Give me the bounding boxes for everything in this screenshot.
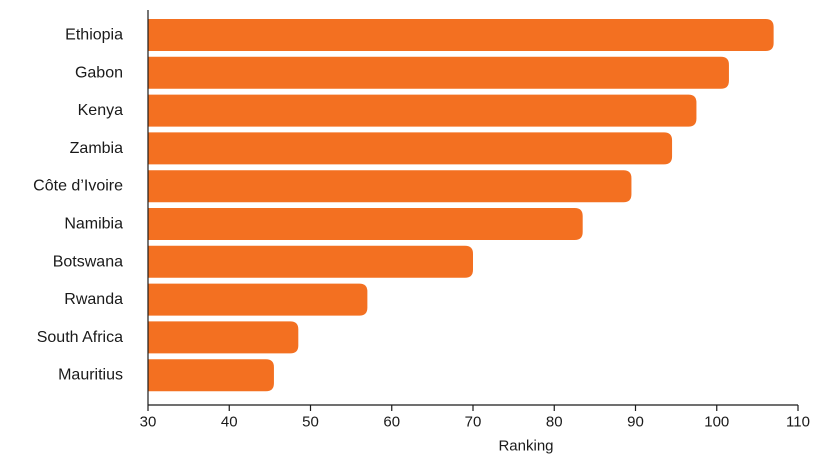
bar-south-africa — [148, 321, 299, 354]
x-tick-label: 40 — [221, 414, 238, 431]
x-tick-label: 110 — [786, 414, 810, 431]
bar-zambia — [148, 132, 673, 165]
category-label: South Africa — [37, 329, 123, 346]
bar-mauritius — [148, 359, 274, 392]
bar-gabon — [148, 56, 729, 89]
x-tick-label: 70 — [465, 414, 482, 431]
bar-rwanda — [148, 283, 368, 316]
bar-botswana — [148, 245, 473, 278]
category-label: Rwanda — [64, 291, 123, 308]
x-tick-label: 90 — [627, 414, 644, 431]
x-axis-title: Ranking — [498, 438, 553, 455]
category-label: Ethiopia — [65, 27, 123, 44]
category-label: Namibia — [64, 216, 123, 233]
bar-kenya — [148, 94, 697, 127]
x-tick-label: 80 — [546, 414, 563, 431]
category-label: Gabon — [75, 64, 123, 81]
x-tick-label: 30 — [140, 414, 157, 431]
bar-namibia — [148, 208, 583, 240]
category-label: Zambia — [70, 140, 123, 157]
category-label: Botswana — [53, 253, 123, 270]
x-axis-ticks: 30 40 50 60 70 80 90 100 110 — [140, 405, 810, 431]
category-label: Côte d’Ivoire — [33, 178, 123, 195]
category-label: Mauritius — [58, 367, 123, 384]
category-labels: Ethiopia Gabon Kenya Zambia Côte d’Ivoire Nam… — [33, 27, 123, 384]
category-label: Kenya — [78, 102, 123, 119]
x-tick-label: 100 — [704, 414, 729, 431]
bar-ethiopia — [148, 19, 774, 51]
bars-group — [148, 19, 774, 392]
bar-c-te-d-ivoire — [148, 170, 632, 203]
x-tick-label: 50 — [302, 414, 319, 431]
x-tick-label: 60 — [383, 414, 400, 431]
